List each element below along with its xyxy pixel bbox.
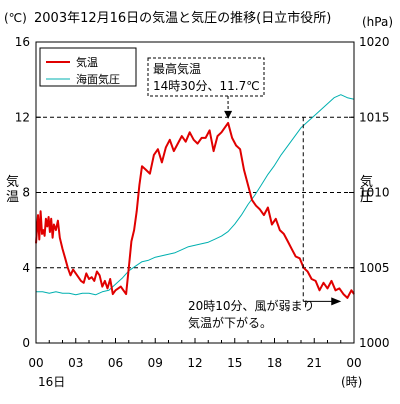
left-unit-label: (℃) bbox=[4, 11, 27, 25]
right-y-tick-label: 1000 bbox=[359, 336, 390, 350]
x-tick-label: 12 bbox=[187, 356, 202, 370]
wind-drop-arrow-head bbox=[331, 297, 341, 305]
x-unit-label: (時) bbox=[341, 375, 362, 389]
left-axis-label: 気温 bbox=[6, 174, 19, 205]
legend-label: 気温 bbox=[76, 55, 98, 69]
right-y-tick-label: 1010 bbox=[359, 186, 390, 200]
x-tick-label: 06 bbox=[108, 356, 123, 370]
left-y-tick-label: 0 bbox=[22, 336, 30, 350]
wind-drop-text-line: 気温が下がる。 bbox=[188, 315, 272, 330]
right-y-tick-label: 1005 bbox=[359, 261, 390, 275]
x-tick-label: 18 bbox=[267, 356, 282, 370]
x-tick-label: 09 bbox=[148, 356, 163, 370]
series-pressure bbox=[36, 95, 354, 295]
x-tick-label: 00 bbox=[28, 356, 43, 370]
series-layer bbox=[36, 95, 354, 298]
temperature-line bbox=[36, 123, 354, 298]
right-y-tick-label: 1020 bbox=[359, 35, 390, 49]
x-tick-label: 03 bbox=[68, 356, 83, 370]
left-y-tick-label: 16 bbox=[15, 35, 30, 49]
max-temp-callout-line: 最高気温 bbox=[153, 61, 201, 76]
left-y-tick-label: 8 bbox=[22, 186, 30, 200]
legend-label: 海面気圧 bbox=[76, 72, 120, 86]
pressure-line bbox=[36, 95, 354, 295]
x-tick-label: 21 bbox=[307, 356, 322, 370]
right-unit-label: (hPa) bbox=[362, 15, 393, 29]
right-y-tick-label: 1015 bbox=[359, 110, 390, 124]
x-tick-label: 15 bbox=[227, 356, 242, 370]
chart-title: 2003年12月16日の気温と気圧の推移(日立市役所) bbox=[34, 10, 331, 26]
wind-drop-text-line: 20時10分、風が弱まり bbox=[188, 298, 315, 313]
date-label: 16日 bbox=[38, 375, 65, 389]
left-y-tick-label: 4 bbox=[22, 261, 30, 275]
left-y-tick-label: 12 bbox=[15, 110, 30, 124]
max-temp-callout-line: 14時30分、11.7℃ bbox=[153, 79, 260, 93]
x-tick-label: 00 bbox=[346, 356, 361, 370]
series-temperature bbox=[36, 123, 354, 298]
